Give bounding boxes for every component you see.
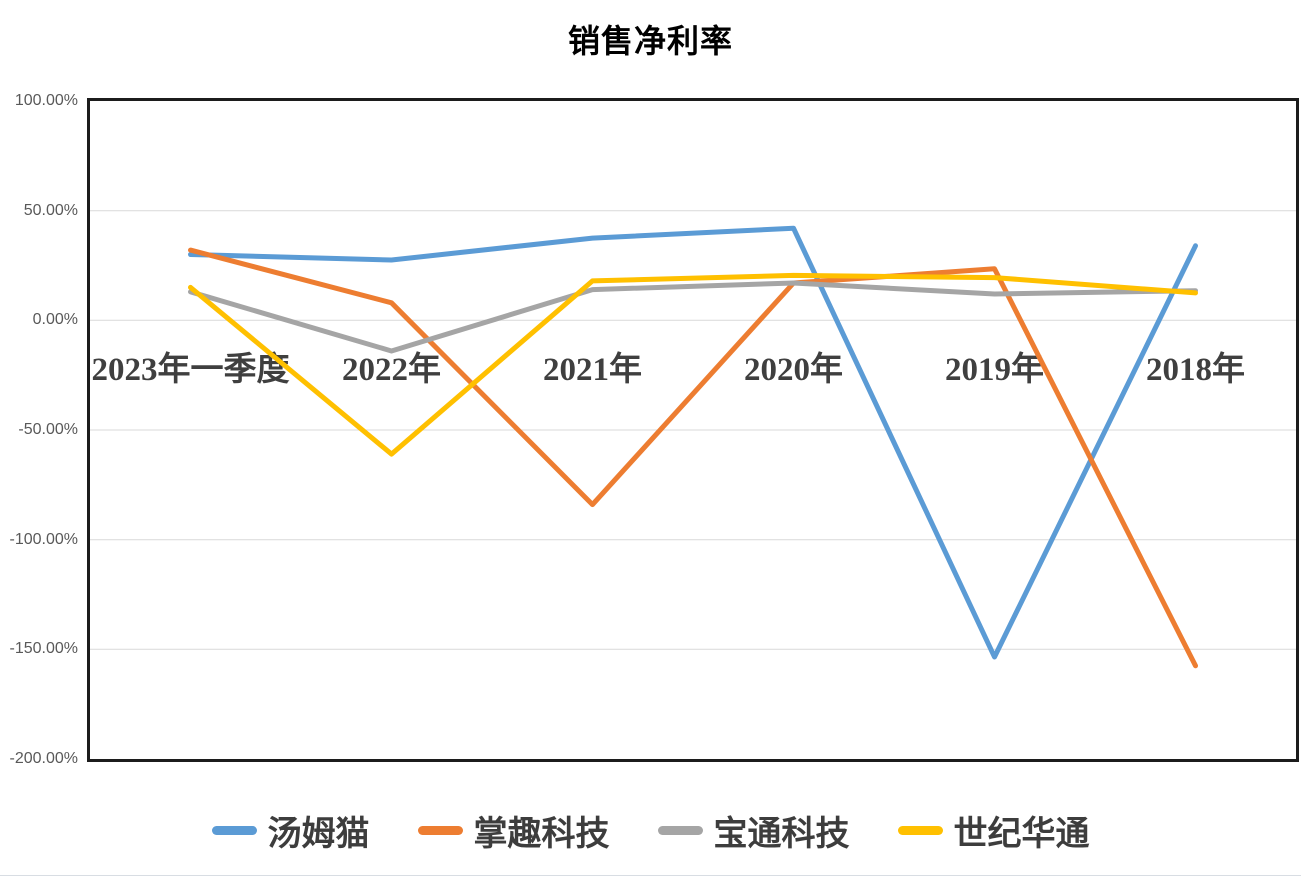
legend-item-汤姆猫[interactable]: 汤姆猫 — [211, 806, 370, 855]
series-line-宝通科技[interactable] — [188, 280, 1198, 354]
x-axis-category-label: 2019年 — [945, 352, 1044, 389]
legend-line-swatch-icon — [417, 826, 463, 835]
legend: 汤姆猫 掌趣科技 宝通科技 世纪华通 — [0, 806, 1301, 855]
legend-item-掌趣科技[interactable]: 掌趣科技 — [417, 806, 610, 855]
x-axis-category-label: 2020年 — [744, 352, 843, 389]
plot-area[interactable]: 2023年一季度 2022年 2021年 2020年 2019年 2018年 — [87, 98, 1299, 762]
x-axis-category-label: 2022年 — [342, 352, 441, 389]
y-axis-tick-label: 0.00% — [32, 311, 78, 329]
chart-bottom-border — [0, 875, 1301, 876]
legend-item-宝通科技[interactable]: 宝通科技 — [657, 806, 850, 855]
series-line-汤姆猫[interactable] — [188, 225, 1198, 660]
series-lines — [188, 225, 1198, 669]
chart-title[interactable]: 销售净利率 — [567, 23, 733, 59]
y-axis-tick-label: 50.00% — [23, 201, 78, 219]
series-line-掌趣科技[interactable] — [188, 247, 1198, 669]
x-axis-category-label: 2018年 — [1146, 352, 1245, 389]
y-axis-tick-label: -150.00% — [9, 640, 79, 658]
legend-label: 世纪华通 — [953, 816, 1090, 853]
y-axis-tick-label: -100.00% — [9, 530, 79, 548]
y-axis-tick-label: -200.00% — [9, 750, 79, 767]
legend-line-swatch-icon — [657, 826, 703, 835]
legend-label: 汤姆猫 — [267, 816, 370, 853]
legend-label: 宝通科技 — [713, 816, 850, 853]
x-axis-category-label: 2021年 — [543, 352, 642, 389]
y-axis-tick-label: -50.00% — [18, 421, 78, 438]
legend-item-世纪华通[interactable]: 世纪华通 — [897, 806, 1090, 855]
legend-label: 掌趣科技 — [473, 816, 610, 853]
y-axis-tick-label: 100.00% — [14, 92, 78, 109]
legend-line-swatch-icon — [897, 826, 943, 835]
series-line-世纪华通[interactable] — [188, 272, 1198, 457]
legend-line-swatch-icon — [211, 826, 257, 835]
x-axis-category-label: 2023年一季度 — [91, 352, 290, 389]
